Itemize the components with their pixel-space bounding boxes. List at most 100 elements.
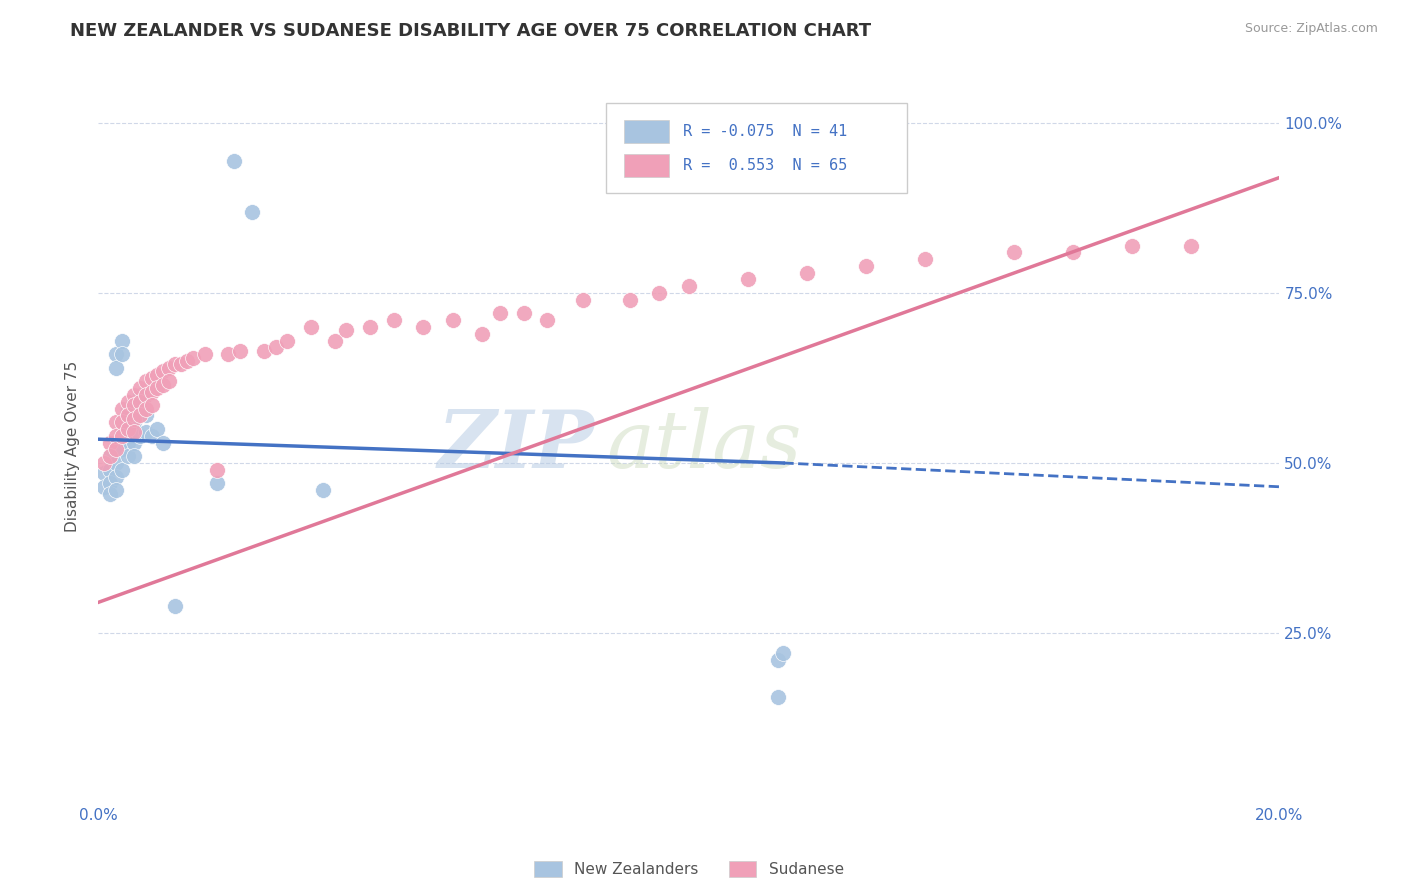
Point <box>146 422 169 436</box>
Point <box>224 153 246 168</box>
Point <box>128 381 150 395</box>
Point <box>217 347 239 361</box>
Point <box>766 653 789 667</box>
Point <box>117 401 139 416</box>
Point <box>93 480 115 494</box>
Point <box>141 371 163 385</box>
Point <box>122 401 145 416</box>
Point <box>122 388 145 402</box>
Text: NEW ZEALANDER VS SUDANESE DISABILITY AGE OVER 75 CORRELATION CHART: NEW ZEALANDER VS SUDANESE DISABILITY AGE… <box>70 22 872 40</box>
Point <box>98 449 121 463</box>
Point <box>93 466 115 480</box>
Point <box>441 313 464 327</box>
Point <box>111 425 134 440</box>
Point <box>117 409 139 423</box>
Point <box>176 354 198 368</box>
Point <box>571 293 593 307</box>
Point <box>98 449 121 463</box>
Text: R =  0.553  N = 65: R = 0.553 N = 65 <box>683 158 848 173</box>
Point <box>93 456 115 470</box>
Point <box>111 463 134 477</box>
Point <box>914 252 936 266</box>
Point <box>512 306 534 320</box>
Point <box>105 360 128 375</box>
Point <box>111 401 134 416</box>
Point <box>98 476 121 491</box>
Point <box>766 690 789 705</box>
Point <box>165 358 187 372</box>
Point <box>382 313 405 327</box>
Point <box>264 341 287 355</box>
Point <box>323 334 346 348</box>
Point <box>105 442 128 457</box>
Point <box>105 415 128 429</box>
Point <box>170 358 193 372</box>
Point <box>111 415 134 429</box>
Point <box>105 469 128 483</box>
Y-axis label: Disability Age Over 75: Disability Age Over 75 <box>65 360 80 532</box>
Point <box>117 394 139 409</box>
Point <box>128 429 150 443</box>
FancyBboxPatch shape <box>606 103 907 193</box>
Point <box>412 320 434 334</box>
Point <box>122 415 145 429</box>
Point <box>276 334 298 348</box>
Point <box>737 272 759 286</box>
Point <box>128 405 150 419</box>
Point <box>489 306 512 320</box>
Point <box>98 486 121 500</box>
Point <box>194 347 217 361</box>
Point <box>122 412 145 426</box>
Point <box>359 320 381 334</box>
Point <box>619 293 641 307</box>
Point <box>471 326 494 341</box>
Point <box>152 377 174 392</box>
Point <box>122 398 145 412</box>
Point <box>253 343 276 358</box>
Point <box>141 384 163 399</box>
Point <box>157 375 180 389</box>
Point <box>117 415 139 429</box>
Point <box>1121 238 1143 252</box>
Point <box>111 442 134 457</box>
Point <box>122 435 145 450</box>
Point <box>122 425 145 440</box>
Point <box>146 368 169 382</box>
Point <box>240 204 263 219</box>
Point <box>105 483 128 498</box>
Text: R = -0.075  N = 41: R = -0.075 N = 41 <box>683 124 848 139</box>
Point <box>111 429 134 443</box>
Point <box>111 334 134 348</box>
Point <box>205 476 228 491</box>
Point <box>1180 238 1202 252</box>
Point <box>105 347 128 361</box>
Point <box>312 483 335 498</box>
Point <box>335 323 357 337</box>
Point <box>105 429 128 443</box>
Point <box>1062 245 1084 260</box>
Point <box>157 360 180 375</box>
Point <box>678 279 700 293</box>
Point <box>135 409 157 423</box>
Point <box>855 259 877 273</box>
Point <box>181 351 204 365</box>
Point <box>141 398 163 412</box>
Point <box>229 343 252 358</box>
Point <box>299 320 322 334</box>
Text: atlas: atlas <box>606 408 801 484</box>
Point <box>796 266 818 280</box>
Point <box>128 394 150 409</box>
Point <box>117 425 139 440</box>
Point <box>128 388 150 402</box>
Point <box>141 429 163 443</box>
Point <box>152 364 174 378</box>
Point <box>135 375 157 389</box>
Point <box>111 347 134 361</box>
Bar <box>624 154 669 177</box>
Point <box>152 435 174 450</box>
Point <box>165 599 187 613</box>
Point <box>128 409 150 423</box>
Point <box>135 401 157 416</box>
Point <box>772 646 794 660</box>
Point <box>135 388 157 402</box>
